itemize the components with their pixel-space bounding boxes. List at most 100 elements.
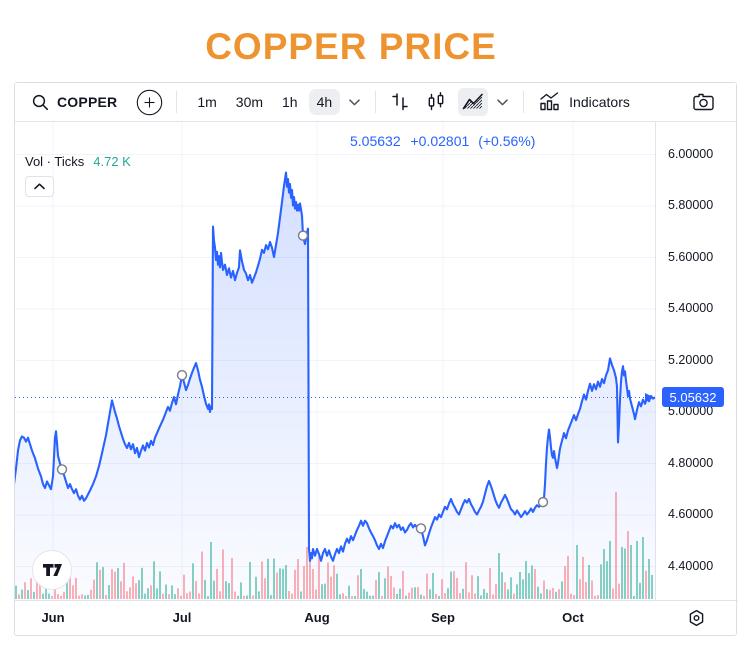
data-point-marker bbox=[56, 464, 68, 475]
camera-button[interactable] bbox=[689, 88, 718, 117]
price-axis-label: 5.20000 bbox=[668, 352, 714, 367]
volume-bar bbox=[621, 547, 623, 599]
indicators-label: Indicators bbox=[569, 94, 630, 110]
volume-bar bbox=[549, 590, 551, 599]
volume-bar bbox=[234, 591, 236, 599]
volume-bar bbox=[582, 557, 584, 599]
chart-type-area-button[interactable] bbox=[458, 88, 489, 116]
volume-bar bbox=[114, 571, 116, 599]
volume-bar bbox=[426, 573, 428, 599]
volume-bar bbox=[639, 582, 641, 599]
settings-gear-button[interactable] bbox=[684, 606, 709, 631]
volume-bar bbox=[111, 569, 113, 599]
volume-bar bbox=[429, 589, 431, 599]
volume-bar bbox=[447, 588, 449, 599]
quote-change-pct: (+0.56%) bbox=[478, 133, 536, 149]
volume-bar bbox=[246, 595, 248, 599]
volume-bar bbox=[300, 591, 302, 599]
volume-bar bbox=[75, 577, 77, 599]
volume-bar bbox=[201, 551, 203, 599]
volume-bar bbox=[450, 571, 452, 599]
volume-bar bbox=[225, 581, 227, 599]
volume-bar bbox=[219, 591, 221, 599]
symbol-search-button[interactable]: COPPER bbox=[29, 89, 119, 115]
volume-bar bbox=[186, 593, 188, 599]
volume-bar bbox=[69, 567, 71, 599]
volume-bar bbox=[612, 588, 614, 599]
volume-bar bbox=[303, 566, 305, 599]
interval-button-30m[interactable]: 30m bbox=[228, 89, 271, 115]
volume-bar bbox=[282, 568, 284, 599]
volume-bar bbox=[522, 579, 524, 599]
volume-bar bbox=[255, 576, 257, 599]
price-scale[interactable]: 5.05632 4.72 K 6.000005.800005.600005.40… bbox=[655, 122, 738, 600]
tradingview-logo[interactable] bbox=[32, 550, 72, 590]
volume-bar bbox=[168, 594, 170, 599]
volume-bar bbox=[396, 593, 398, 599]
interval-button-1h[interactable]: 1h bbox=[274, 89, 306, 115]
volume-bar bbox=[237, 595, 239, 599]
toolbar: COPPER 1m 30m 1h 4h bbox=[15, 83, 736, 122]
volume-bar bbox=[135, 583, 137, 599]
data-point-marker bbox=[415, 523, 427, 534]
volume-bar bbox=[537, 586, 539, 599]
volume-bar bbox=[285, 565, 287, 599]
volume-bar bbox=[306, 547, 308, 599]
volume-bar bbox=[441, 579, 443, 599]
volume-bar bbox=[105, 594, 107, 599]
volume-bar bbox=[138, 580, 140, 599]
volume-bar bbox=[456, 578, 458, 599]
volume-bar bbox=[624, 548, 626, 599]
volume-bar bbox=[435, 594, 437, 599]
time-scale[interactable]: Jun Jul Aug Sep Oct bbox=[14, 600, 738, 637]
chevron-down-icon bbox=[497, 98, 508, 106]
volume-bar bbox=[90, 589, 92, 599]
volume-bar bbox=[477, 576, 479, 599]
collapse-pane-button[interactable] bbox=[25, 176, 54, 197]
volume-bar bbox=[102, 567, 104, 599]
volume-bar bbox=[174, 594, 176, 599]
volume-bar bbox=[519, 572, 521, 599]
interval-button-1m[interactable]: 1m bbox=[189, 89, 224, 115]
volume-bar bbox=[630, 545, 632, 599]
indicators-button[interactable]: Indicators bbox=[534, 87, 634, 117]
volume-bar bbox=[288, 590, 290, 599]
volume-bar bbox=[555, 591, 557, 599]
volume-bar bbox=[18, 594, 20, 599]
volume-bar bbox=[171, 585, 173, 599]
volume-bar bbox=[342, 593, 344, 599]
chart-type-candles-button[interactable] bbox=[422, 88, 450, 116]
volume-bar bbox=[36, 581, 38, 599]
bars-chart-icon bbox=[389, 91, 411, 113]
volume-bar bbox=[231, 558, 233, 599]
volume-bar bbox=[309, 553, 311, 599]
add-symbol-button[interactable] bbox=[133, 86, 166, 119]
volume-bar bbox=[162, 593, 164, 599]
page-title: COPPER PRICE bbox=[205, 26, 497, 67]
time-axis-label: Aug bbox=[304, 610, 330, 625]
volume-bar bbox=[642, 537, 644, 599]
interval-button-4h[interactable]: 4h bbox=[308, 89, 341, 115]
volume-bar bbox=[39, 583, 41, 599]
volume-bar bbox=[603, 549, 605, 599]
data-point-marker bbox=[537, 496, 549, 508]
data-point-marker bbox=[297, 230, 309, 241]
volume-bar bbox=[645, 570, 647, 599]
volume-bar bbox=[561, 581, 563, 599]
volume-bar bbox=[198, 593, 200, 599]
interval-group: 1m 30m 1h 4h bbox=[189, 89, 341, 115]
chart-type-menu-button[interactable] bbox=[492, 95, 513, 110]
volume-bar bbox=[381, 595, 383, 599]
volume-bar bbox=[579, 579, 581, 599]
volume-bar bbox=[504, 582, 506, 599]
volume-bar bbox=[180, 595, 182, 599]
search-icon bbox=[31, 93, 49, 111]
chart-type-bars-button[interactable] bbox=[386, 88, 414, 116]
interval-menu-button[interactable] bbox=[344, 95, 365, 110]
chart-plot[interactable] bbox=[15, 122, 655, 600]
volume-bar bbox=[375, 580, 377, 599]
volume-bar bbox=[507, 589, 509, 599]
chevron-up-icon bbox=[34, 183, 45, 190]
volume-bar bbox=[216, 568, 218, 599]
volume-bar bbox=[462, 588, 464, 599]
